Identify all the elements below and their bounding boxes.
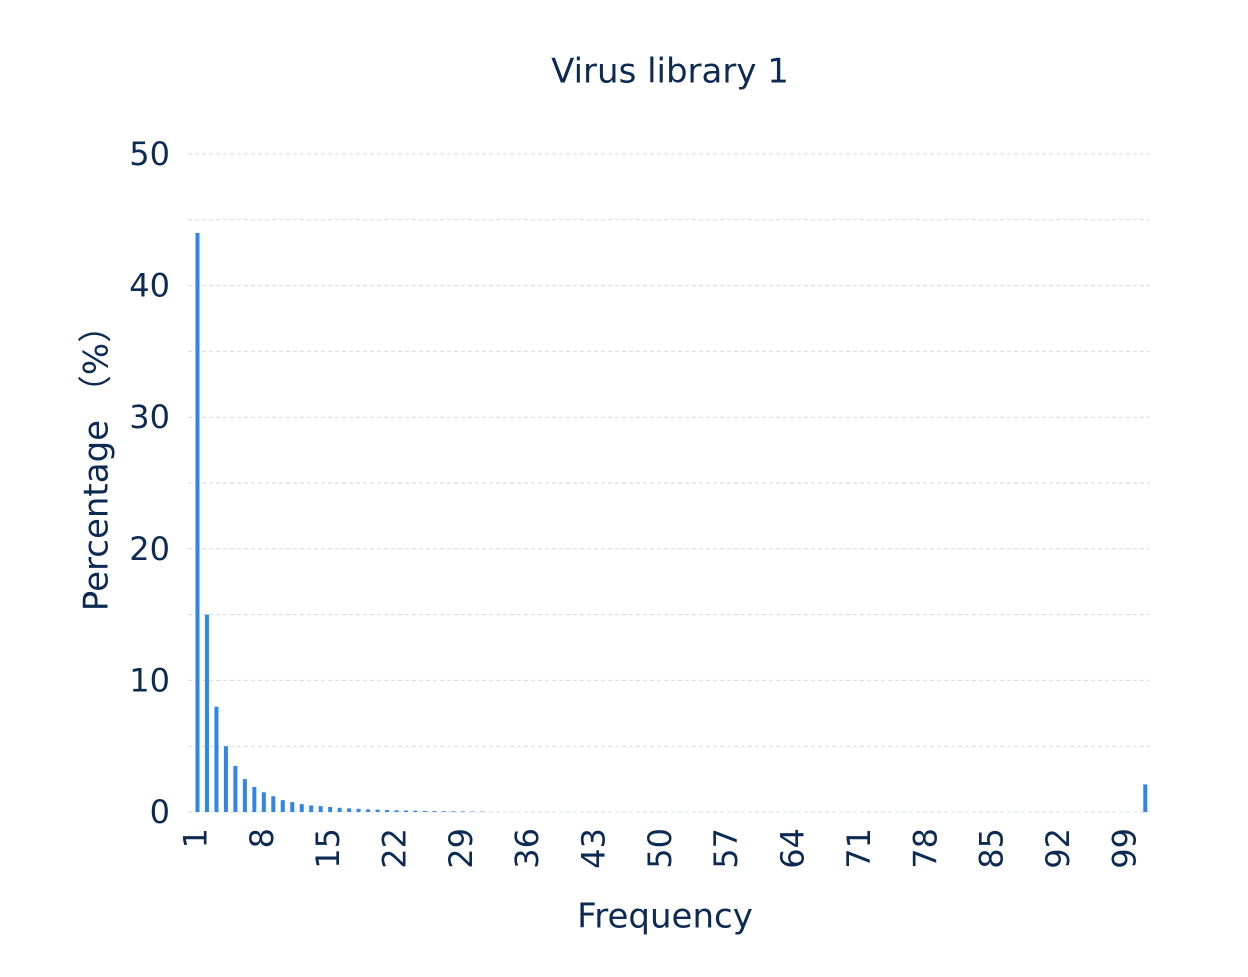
bar bbox=[252, 786, 257, 812]
bar bbox=[280, 800, 285, 812]
x-axis-label: Frequency bbox=[577, 897, 753, 937]
x-tick-label: 64 bbox=[774, 828, 812, 869]
bar bbox=[375, 809, 380, 812]
bar bbox=[233, 765, 238, 812]
bar bbox=[1143, 784, 1148, 812]
y-tick-label: 10 bbox=[129, 661, 170, 699]
bar bbox=[460, 811, 465, 812]
bar bbox=[356, 808, 361, 812]
x-tick-label: 8 bbox=[243, 828, 281, 848]
bar bbox=[451, 811, 456, 812]
chart-title: Virus library 1 bbox=[551, 52, 789, 92]
bar bbox=[271, 796, 276, 812]
bar bbox=[195, 232, 200, 812]
x-tick-label: 85 bbox=[973, 828, 1011, 869]
x-tick-label: 43 bbox=[575, 828, 613, 869]
x-tick-label: 78 bbox=[906, 828, 944, 869]
bar bbox=[413, 810, 418, 812]
bar bbox=[422, 810, 427, 812]
bar bbox=[290, 802, 295, 812]
bar bbox=[261, 792, 266, 812]
bar bbox=[204, 614, 209, 812]
bar bbox=[470, 811, 475, 812]
x-tick-label: 71 bbox=[840, 828, 878, 869]
x-tick-label: 50 bbox=[641, 828, 679, 869]
bar bbox=[223, 746, 228, 812]
x-tick-label: 36 bbox=[508, 828, 546, 869]
bar bbox=[328, 806, 333, 812]
bar bbox=[403, 810, 408, 812]
bar bbox=[214, 706, 219, 812]
x-tick-label: 57 bbox=[707, 828, 745, 869]
x-tick-label: 99 bbox=[1105, 828, 1143, 869]
bar bbox=[318, 806, 323, 812]
y-tick-label: 40 bbox=[129, 267, 170, 305]
bar bbox=[242, 779, 247, 812]
bar bbox=[394, 810, 399, 812]
x-tick-label: 22 bbox=[376, 828, 414, 869]
y-tick-label: 30 bbox=[129, 398, 170, 436]
bar bbox=[385, 810, 390, 812]
bar bbox=[441, 811, 446, 812]
bar bbox=[366, 809, 371, 812]
y-tick-label: 50 bbox=[129, 135, 170, 173]
y-axis-label: Percentage （%） bbox=[77, 309, 117, 611]
bar bbox=[432, 811, 437, 812]
bar bbox=[337, 807, 342, 812]
bar bbox=[299, 804, 304, 812]
x-tick-label: 15 bbox=[309, 828, 347, 869]
y-tick-label: 0 bbox=[150, 793, 170, 831]
x-tick-label: 1 bbox=[176, 828, 214, 848]
x-tick-label: 29 bbox=[442, 828, 480, 869]
y-tick-label: 20 bbox=[129, 530, 170, 568]
bar bbox=[309, 805, 314, 812]
x-tick-label: 92 bbox=[1039, 828, 1077, 869]
bar bbox=[347, 808, 352, 812]
